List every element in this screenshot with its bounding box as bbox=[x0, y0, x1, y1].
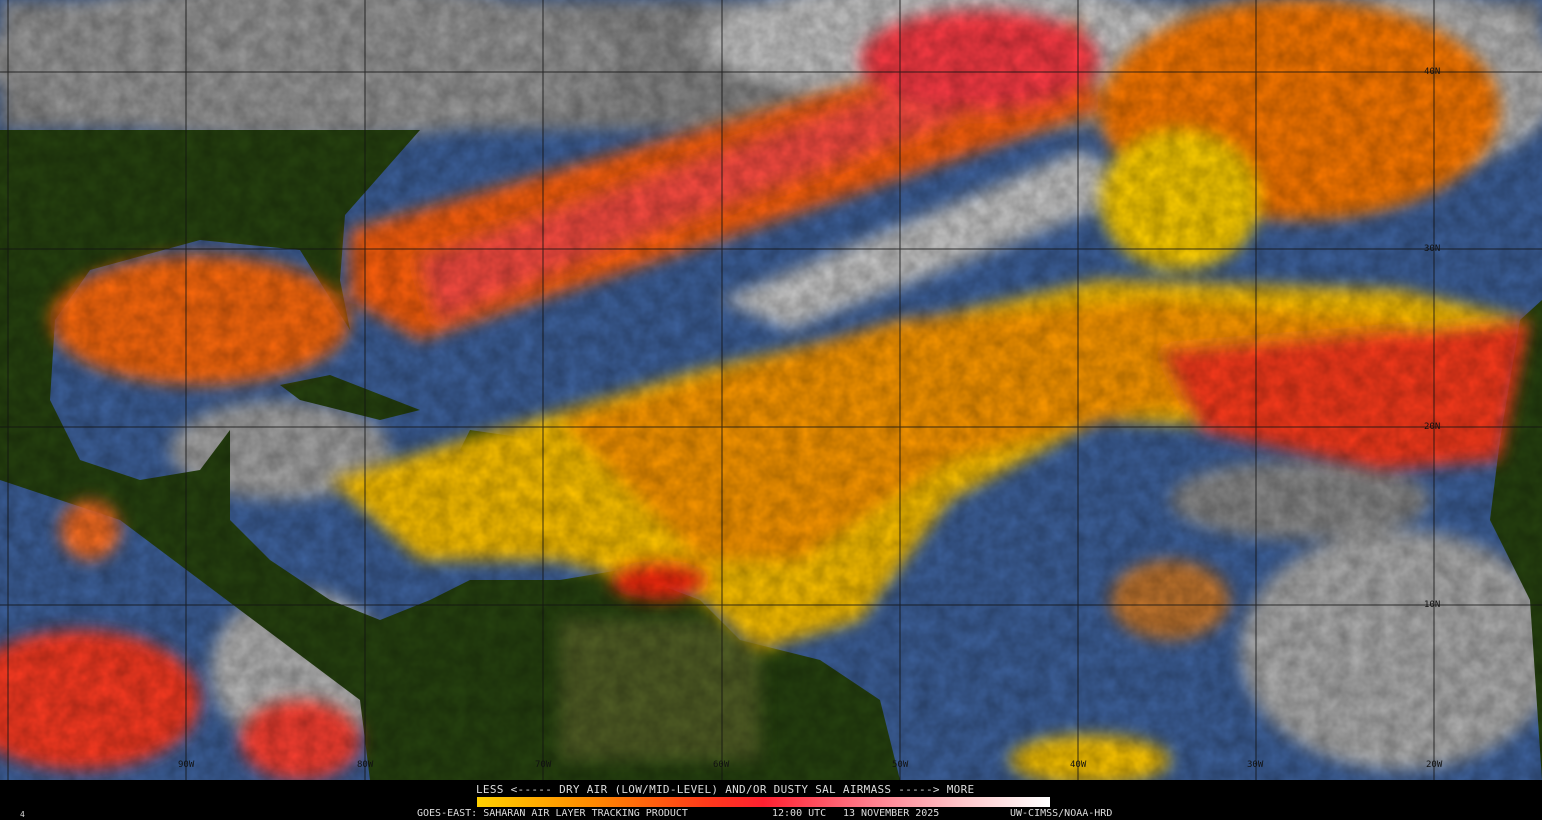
lon-label-20w: 20W bbox=[1426, 760, 1443, 770]
lat-lon-grid bbox=[0, 0, 1542, 780]
footer-bar: LESS <----- DRY AIR (LOW/MID-LEVEL) AND/… bbox=[0, 780, 1542, 820]
lat-label-10n: 10N bbox=[1424, 600, 1441, 610]
lon-label-80w: 80W bbox=[357, 760, 374, 770]
sal-satellite-map bbox=[0, 0, 1542, 780]
lon-label-90w: 90W bbox=[178, 760, 195, 770]
legend-colorbar bbox=[477, 797, 1050, 807]
lon-label-40w: 40W bbox=[1070, 760, 1087, 770]
observation-date: 13 NOVEMBER 2025 bbox=[843, 808, 940, 819]
corner-mark: 4 bbox=[20, 810, 25, 819]
observation-time: 12:00 UTC bbox=[772, 808, 827, 819]
lon-label-50w: 50W bbox=[892, 760, 909, 770]
legend-title: LESS <----- DRY AIR (LOW/MID-LEVEL) AND/… bbox=[476, 783, 975, 796]
lat-label-20n: 20N bbox=[1424, 422, 1441, 432]
lon-label-70w: 70W bbox=[535, 760, 552, 770]
product-name: GOES-EAST: SAHARAN AIR LAYER TRACKING PR… bbox=[417, 808, 688, 819]
lon-label-60w: 60W bbox=[713, 760, 730, 770]
lat-label-30n: 30N bbox=[1424, 244, 1441, 254]
credit: UW-CIMSS/NOAA-HRD bbox=[1010, 808, 1113, 819]
lat-label-40n: 40N bbox=[1424, 67, 1441, 77]
lon-label-30w: 30W bbox=[1247, 760, 1264, 770]
